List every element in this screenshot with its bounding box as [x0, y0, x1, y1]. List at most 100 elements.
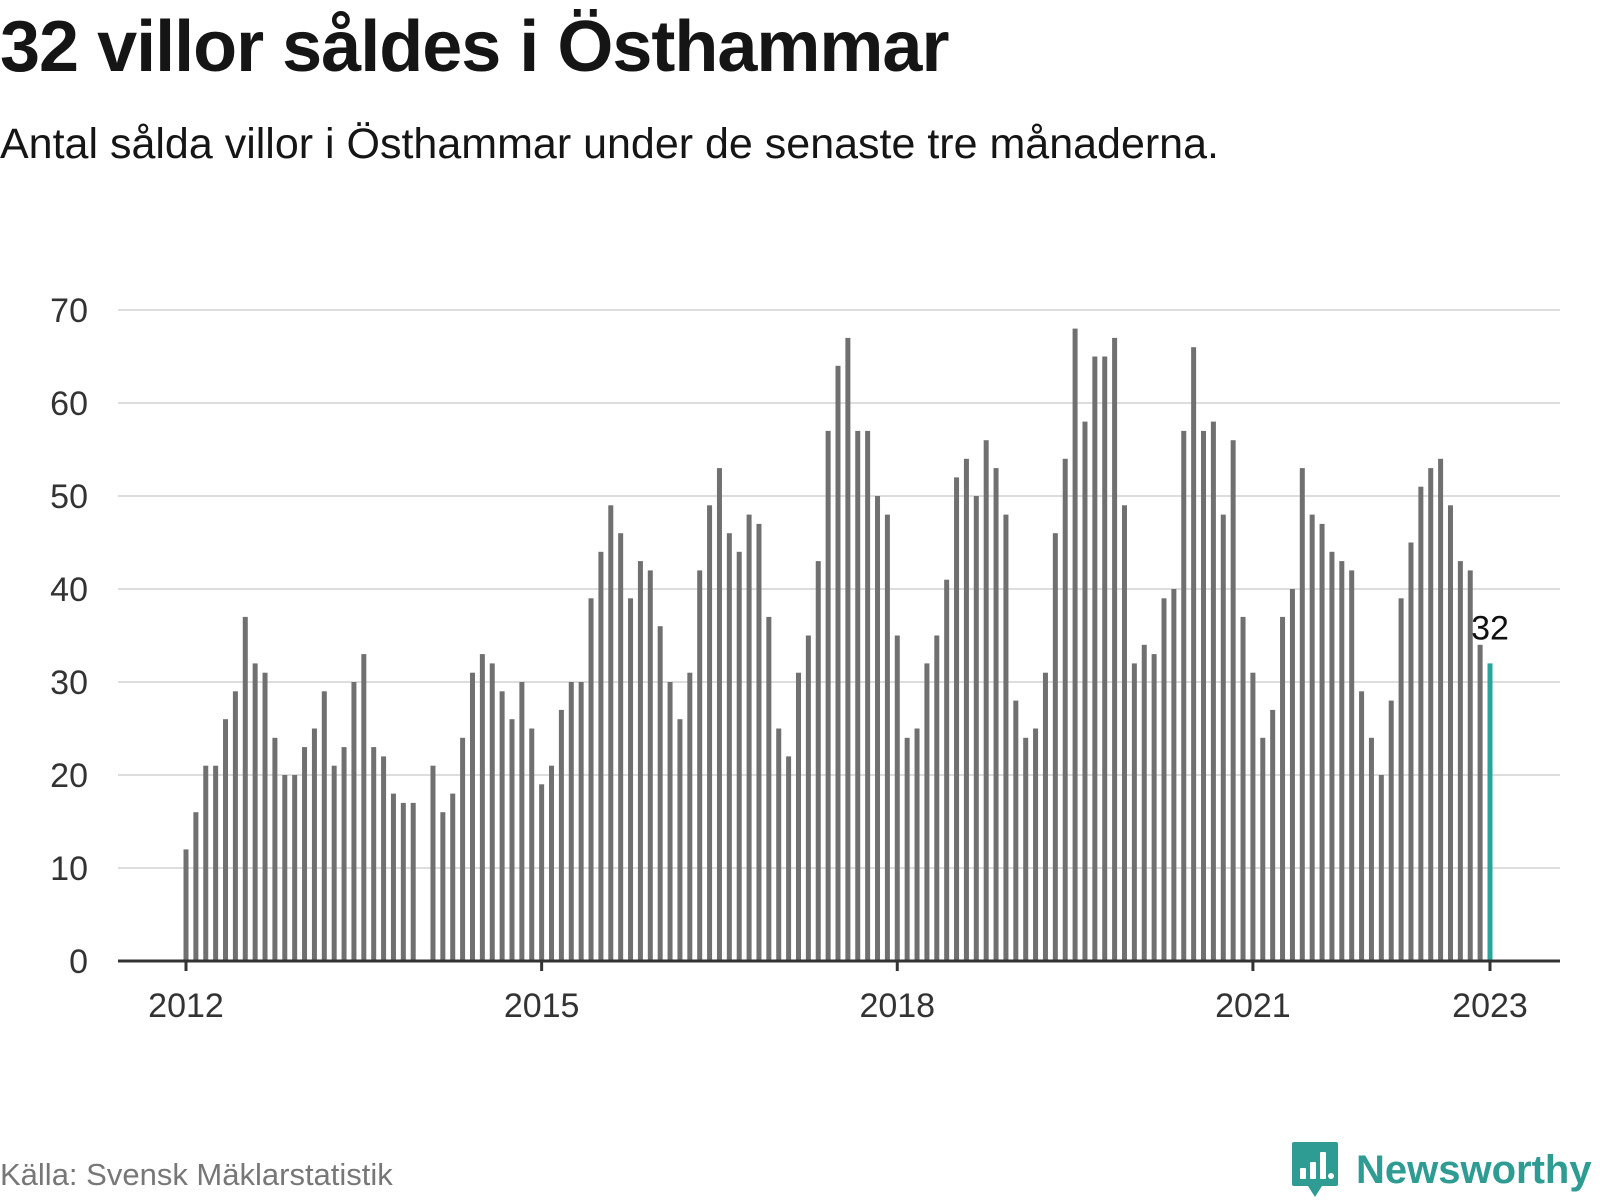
bar-2013-05 [341, 747, 347, 961]
bar-2021-10 [1339, 561, 1345, 961]
y-tick-label-60: 60 [50, 385, 88, 423]
bar-2016-01 [657, 626, 663, 961]
bar-2017-11 [875, 496, 881, 961]
bar-2014-12 [529, 728, 535, 961]
bar-2018-04 [924, 663, 930, 961]
bar-2019-08 [1082, 421, 1088, 962]
y-tick-label-30: 30 [50, 664, 88, 702]
x-tick-label-2018: 2018 [859, 987, 935, 1025]
bar-2013-07 [361, 654, 367, 961]
bar-2014-06 [469, 672, 475, 961]
bar-2015-02 [549, 765, 555, 961]
bar-2015-10 [628, 598, 634, 961]
bar-2014-02 [430, 765, 436, 961]
bar-2014-03 [440, 812, 446, 961]
bar-2013-08 [371, 747, 377, 961]
axes [118, 959, 1560, 971]
bar-2021-05 [1289, 589, 1295, 961]
bar-2020-02 [1141, 644, 1147, 961]
bar-2018-07 [954, 477, 960, 961]
bar-2019-01 [1013, 700, 1019, 961]
bar-2017-08 [845, 337, 851, 961]
bar-2020-07 [1191, 347, 1197, 961]
bar-2019-12 [1121, 505, 1127, 961]
bar-2012-11 [282, 775, 288, 961]
bar-2019-11 [1112, 337, 1118, 961]
bar-2012-06 [232, 691, 238, 961]
bar-2014-11 [519, 682, 525, 961]
bar-2017-07 [835, 365, 841, 961]
bar-2015-05 [578, 682, 584, 961]
bar-2016-02 [667, 682, 673, 961]
bar-2015-11 [637, 561, 643, 961]
bar-2012-01 [183, 849, 189, 961]
bar-2017-10 [865, 430, 871, 961]
bar-2017-09 [855, 430, 861, 961]
bar-2013-10 [390, 793, 396, 961]
highlight-value-label: 32 [1471, 609, 1509, 647]
bar-2013-04 [331, 765, 337, 961]
bar-2019-05 [1052, 533, 1058, 961]
bar-2021-03 [1270, 709, 1276, 961]
bar-2019-07 [1072, 328, 1078, 962]
bar-2014-05 [460, 737, 466, 961]
bars [183, 328, 1493, 962]
bar-2021-09 [1329, 551, 1335, 961]
bar-2015-03 [558, 709, 564, 961]
x-tick-label-2023: 2023 [1452, 987, 1528, 1025]
bar-2020-06 [1181, 430, 1187, 961]
bar-2017-04 [805, 635, 811, 961]
bar-2014-09 [499, 691, 505, 961]
bar-2015-08 [608, 505, 614, 961]
labels: 0 10 20 30 40 50 60 70 32 2012 2015 2018 2021 2023 [50, 292, 1528, 1025]
newsworthy-logo[interactable]: Newsworthy [1290, 1140, 1592, 1200]
bar-2012-08 [252, 663, 258, 961]
y-tick-label-70: 70 [50, 292, 88, 330]
y-tick-label-50: 50 [50, 478, 88, 516]
bar-2021-08 [1319, 523, 1325, 961]
bar-2017-06 [825, 430, 831, 961]
bar-2021-11 [1349, 570, 1355, 961]
bar-2022-07 [1428, 468, 1434, 961]
y-tick-label-20: 20 [50, 757, 88, 795]
bar-2014-08 [489, 663, 495, 961]
bar-2018-09 [973, 496, 979, 961]
bar-2012-09 [262, 672, 268, 961]
bar-2016-11 [756, 523, 762, 961]
bar-highlight-2023-01 [1487, 663, 1493, 961]
bar-2012-05 [223, 719, 229, 961]
bar-2019-09 [1092, 356, 1098, 961]
brand-name: Newsworthy [1356, 1147, 1592, 1192]
bar-2018-11 [993, 468, 999, 961]
bar-2022-05 [1408, 542, 1414, 961]
bar-2020-01 [1131, 663, 1137, 961]
bar-2019-06 [1062, 458, 1068, 961]
bar-2016-09 [736, 551, 742, 961]
bar-2019-03 [1033, 728, 1039, 961]
chart-title: 32 villor såldes i Östhammar [0, 7, 949, 87]
bar-2014-10 [509, 719, 515, 961]
bar-2020-11 [1230, 440, 1236, 961]
bar-2021-07 [1309, 514, 1315, 961]
bar-2022-10 [1457, 561, 1463, 961]
y-tick-label-0: 0 [69, 943, 88, 981]
bar-2015-06 [588, 598, 594, 961]
bar-2022-11 [1467, 570, 1473, 961]
bar-2016-08 [726, 533, 732, 961]
bar-2012-07 [242, 616, 248, 961]
bar-2015-09 [618, 533, 624, 961]
bar-2021-06 [1299, 468, 1305, 961]
bar-2012-03 [203, 765, 209, 961]
bar-2017-05 [815, 561, 821, 961]
bar-2017-03 [795, 672, 801, 961]
bar-2018-01 [894, 635, 900, 961]
bar-2020-04 [1161, 598, 1167, 961]
bar-2014-04 [450, 793, 456, 961]
bar-2020-10 [1220, 514, 1226, 961]
bar-2022-08 [1438, 458, 1444, 961]
bar-2018-10 [983, 440, 989, 961]
bar-2016-05 [697, 570, 703, 961]
bar-2012-02 [193, 812, 199, 961]
y-tick-label-10: 10 [50, 850, 88, 888]
bar-chart-speech-bubble-icon [1292, 1142, 1338, 1197]
